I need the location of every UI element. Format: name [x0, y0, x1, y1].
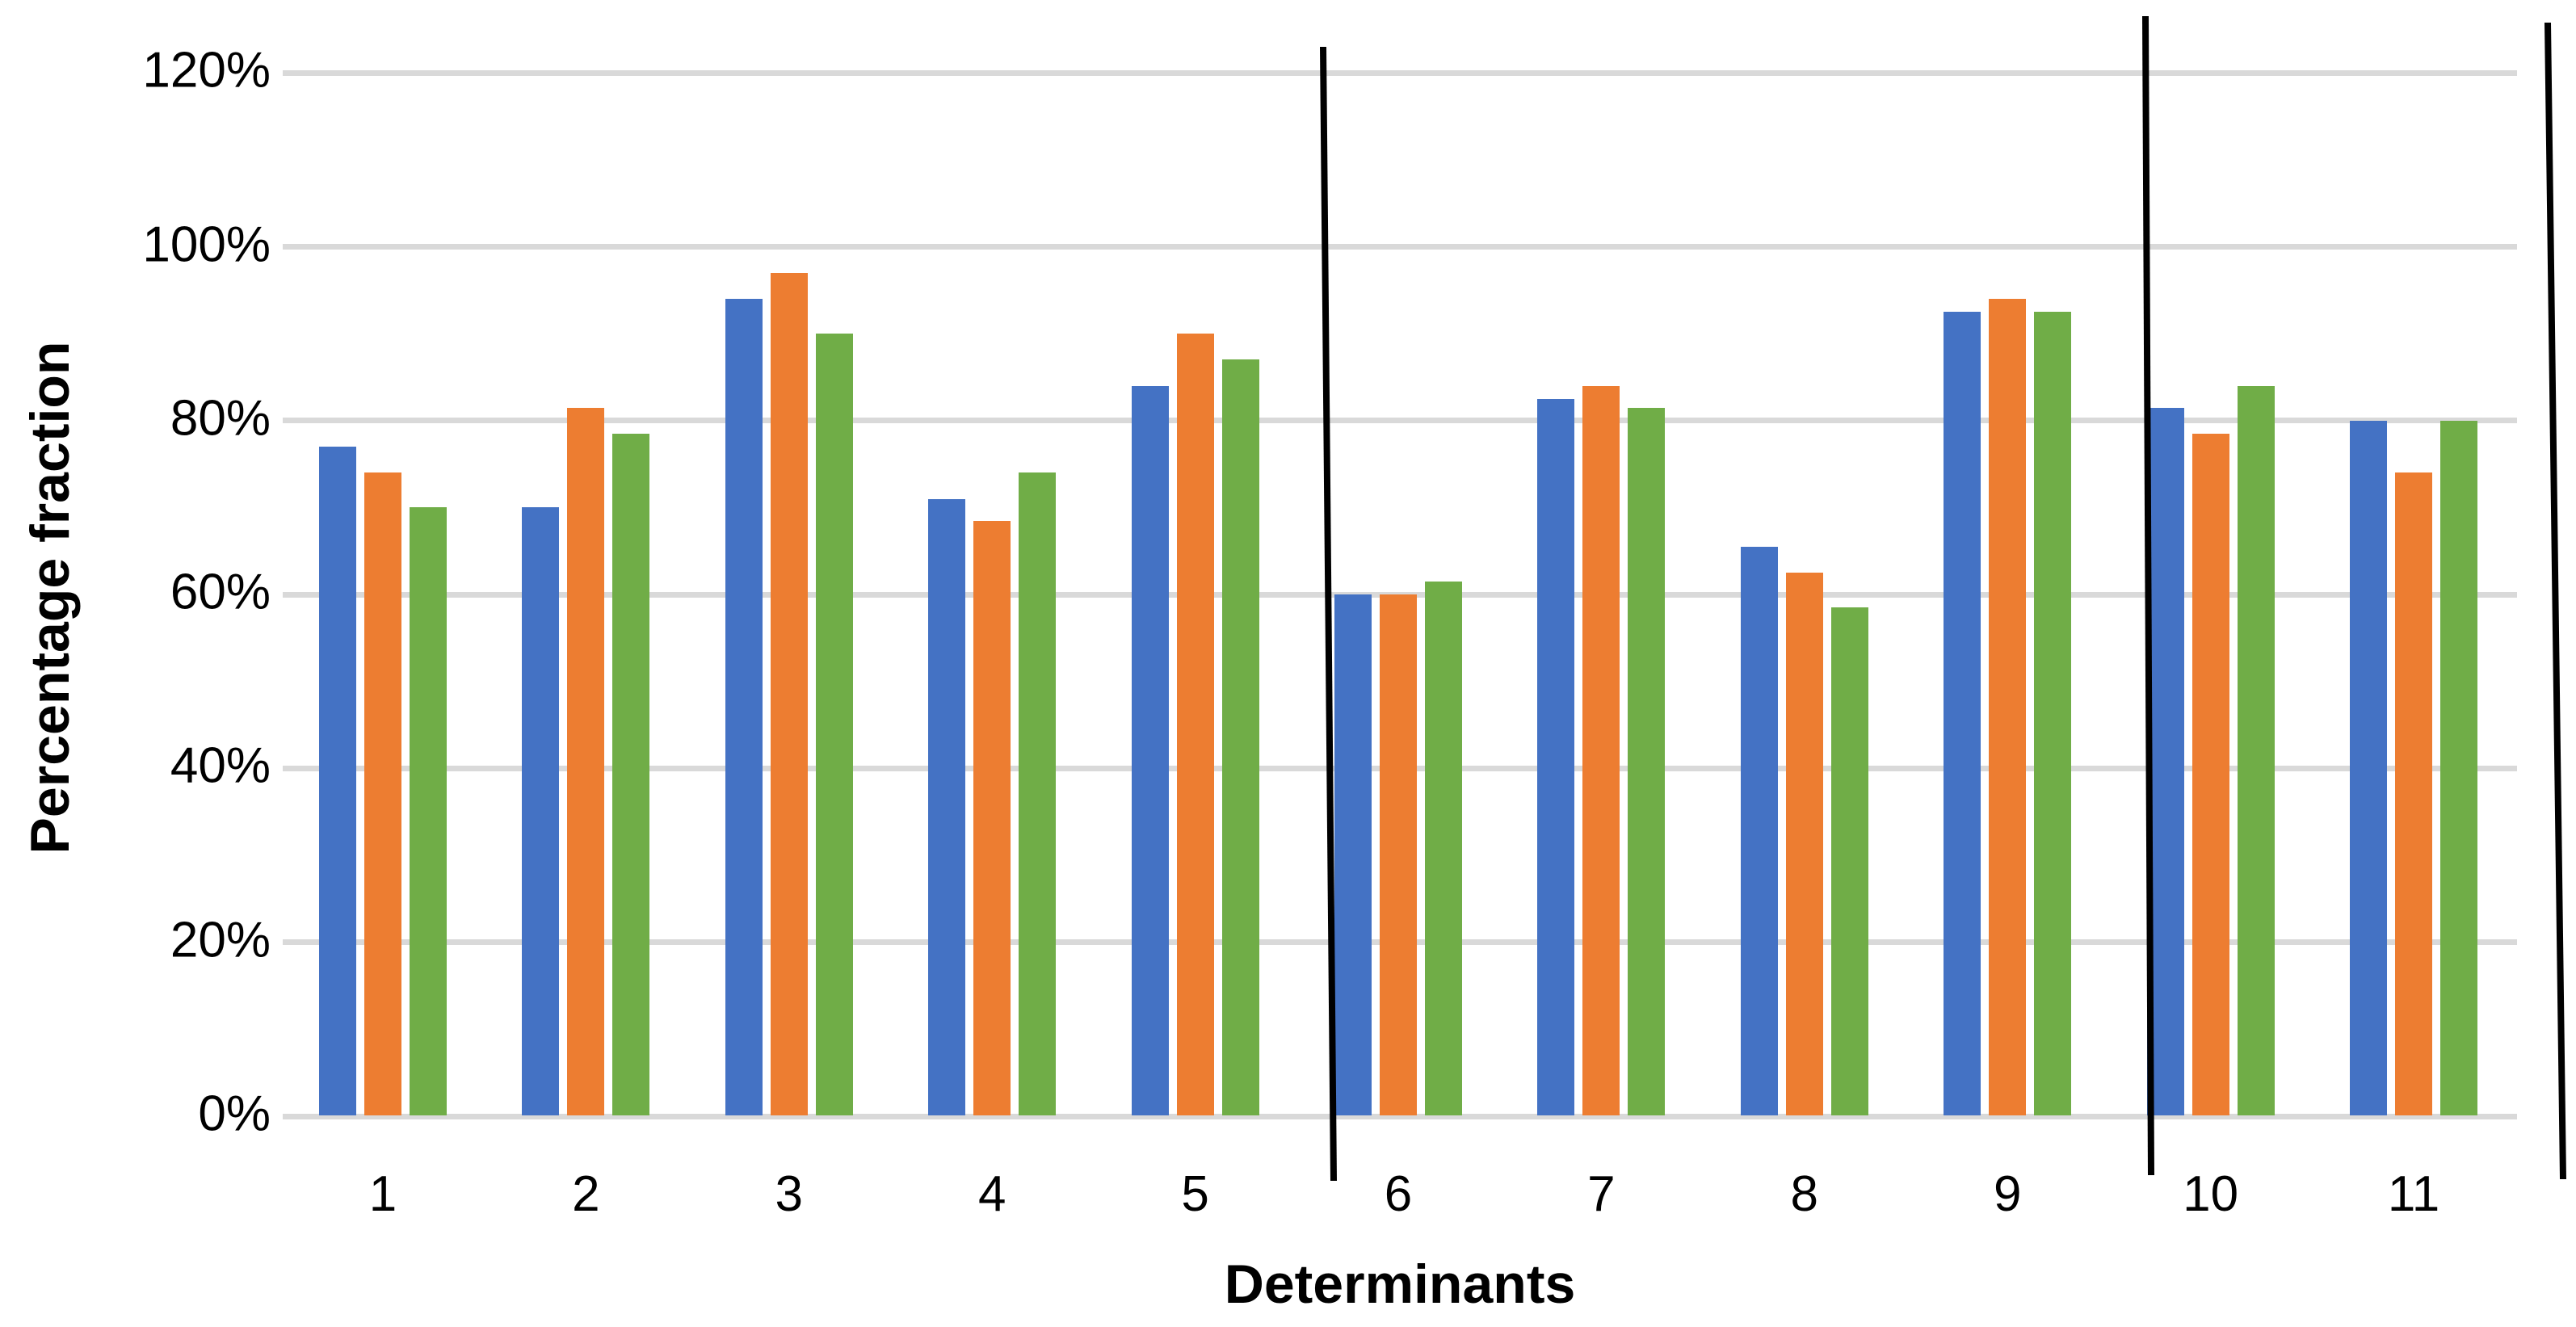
- bar-cat1-series2: [364, 472, 401, 1115]
- y-tick-label: 40%: [170, 737, 271, 794]
- bar-cat6-series3: [1425, 581, 1462, 1115]
- bar-cat11-series3: [2440, 420, 2477, 1115]
- y-tick-label: 0%: [198, 1086, 271, 1142]
- bar-cat6-series1: [1334, 594, 1372, 1115]
- bar-cat5-series2: [1176, 334, 1214, 1115]
- gridline: [283, 244, 2517, 250]
- x-tick-label: 9: [1993, 1166, 2022, 1222]
- bar-cat5-series1: [1131, 385, 1169, 1115]
- x-tick-label: 4: [977, 1166, 1006, 1222]
- x-tick-label: 7: [1587, 1166, 1616, 1222]
- bar-cat2-series2: [567, 407, 605, 1115]
- gridline: [283, 418, 2517, 424]
- bar-cat3-series1: [725, 299, 763, 1115]
- bar-cat7-series2: [1582, 385, 1620, 1115]
- bar-cat7-series3: [1628, 407, 1666, 1115]
- bar-cat11-series2: [2395, 472, 2432, 1115]
- bar-cat8-series3: [1830, 607, 1868, 1115]
- bar-cat1-series3: [410, 507, 447, 1115]
- x-tick-label: 3: [775, 1166, 804, 1222]
- x-tick-label: 10: [2183, 1166, 2239, 1222]
- gridline: [283, 69, 2517, 76]
- gridline: [283, 1113, 2517, 1119]
- divider-line-3: [2544, 22, 2566, 1180]
- x-tick-label: 1: [368, 1166, 397, 1222]
- bar-cat5-series3: [1221, 359, 1259, 1115]
- bar-cat4-series3: [1019, 472, 1057, 1115]
- bar-cat7-series1: [1537, 398, 1575, 1115]
- y-tick-label: 20%: [170, 912, 271, 968]
- bar-cat9-series2: [1989, 299, 2027, 1115]
- bar-cat2-series1: [522, 507, 560, 1115]
- bar-cat3-series3: [815, 334, 853, 1115]
- bar-cat4-series1: [928, 498, 966, 1115]
- x-axis-title: Determinants: [1224, 1254, 1576, 1315]
- y-axis-title: Percentage fraction: [19, 341, 81, 855]
- bar-cat10-series2: [2191, 433, 2229, 1115]
- bar-cat9-series1: [1944, 312, 1981, 1115]
- y-tick-label: 120%: [142, 42, 271, 99]
- x-tick-label: 5: [1181, 1166, 1209, 1222]
- y-tick-label: 100%: [142, 216, 271, 273]
- bar-cat1-series1: [319, 447, 356, 1115]
- x-tick-label: 8: [1790, 1166, 1819, 1222]
- bar-cat8-series2: [1785, 573, 1823, 1115]
- x-tick-label: 6: [1384, 1166, 1413, 1222]
- bar-cat11-series1: [2350, 420, 2387, 1115]
- bar-cat4-series2: [973, 520, 1011, 1115]
- bar-cat2-series3: [612, 433, 650, 1115]
- bar-cat8-series1: [1740, 546, 1778, 1115]
- x-tick-label: 2: [572, 1166, 600, 1222]
- bar-cat3-series2: [770, 272, 808, 1115]
- x-tick-label: 11: [2387, 1166, 2440, 1222]
- bar-cat10-series3: [2237, 385, 2275, 1115]
- bar-cat10-series1: [2146, 407, 2184, 1115]
- bar-cat9-series3: [2034, 312, 2072, 1115]
- divider-line-1: [1320, 46, 1337, 1182]
- y-tick-label: 80%: [170, 390, 271, 447]
- y-tick-label: 60%: [170, 564, 271, 620]
- bar-cat6-series2: [1380, 594, 1417, 1115]
